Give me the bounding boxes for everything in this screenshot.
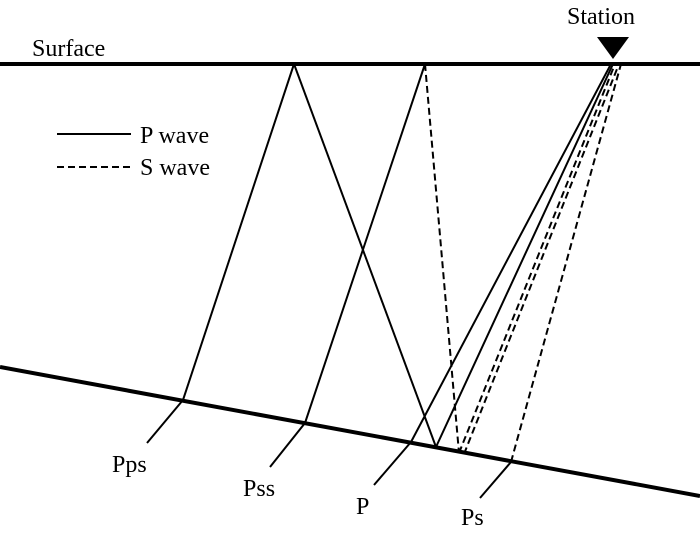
ray-pps <box>146 63 614 448</box>
legend-s-label: S wave <box>140 155 210 181</box>
interface-line <box>0 365 700 498</box>
station-label: Station <box>567 4 635 30</box>
label-p: P <box>356 494 369 520</box>
surface-label: Surface <box>32 36 105 62</box>
ray-pps-leader <box>146 399 184 444</box>
ray-pss-return <box>458 63 616 454</box>
ray-pss-leader <box>269 422 306 468</box>
ray-pps-return <box>435 63 614 448</box>
label-ps: Ps <box>461 505 484 531</box>
ray-pps-down <box>293 63 437 448</box>
ray-ps-leader <box>479 461 512 499</box>
legend: P wave S wave <box>57 123 210 181</box>
ray-p-leader <box>373 441 412 486</box>
ray-pps-up <box>182 63 295 401</box>
ray-p-main <box>410 63 612 443</box>
ray-p <box>373 63 612 486</box>
legend-p-label: P wave <box>140 123 209 149</box>
ray-pss <box>269 63 616 468</box>
station-triangle-icon <box>597 37 629 59</box>
ray-ps-main <box>510 63 622 463</box>
ray-ps-extra <box>463 63 620 455</box>
ray-ps <box>463 63 622 499</box>
label-pps: Pps <box>112 452 147 478</box>
label-pss: Pss <box>243 476 275 502</box>
ray-pss-up <box>304 63 426 424</box>
ray-pss-down <box>424 63 460 454</box>
